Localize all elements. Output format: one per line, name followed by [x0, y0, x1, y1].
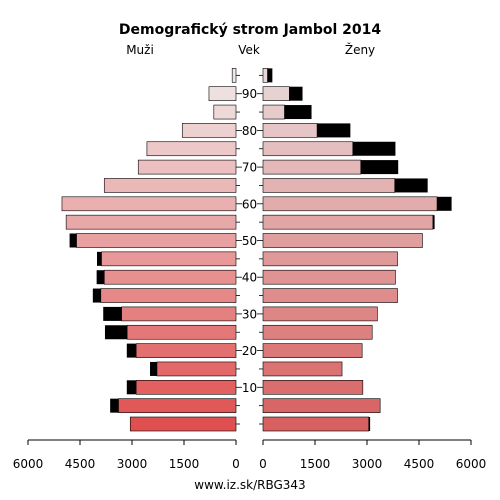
male-excess-bar-30-34 [103, 306, 122, 321]
male-excess-bar-5-9 [110, 398, 119, 413]
right-x-tick-label-6000: 6000 [456, 457, 487, 471]
male-excess-bar-20-24 [126, 343, 137, 358]
left-side-label: Muži [126, 43, 154, 57]
male-bar-30-34 [121, 306, 237, 322]
female-excess-bar-55-59 [432, 215, 435, 230]
female-excess-bar-60-64 [437, 196, 452, 211]
female-excess-bar-undefined [267, 68, 273, 83]
female-bar-65-69 [262, 178, 396, 193]
male-bar-60-64 [61, 196, 237, 212]
female-bar-55-59 [262, 214, 434, 230]
female-excess-bar-85-89 [284, 105, 312, 120]
left-x-tick-label-4500: 4500 [65, 457, 96, 471]
female-excess-bar-75-79 [352, 141, 396, 156]
female-bar-85-89 [262, 104, 285, 120]
male-bar-55-59 [65, 214, 237, 230]
male-bar-80-84 [181, 123, 237, 138]
female-excess-bar-90+ [289, 86, 303, 101]
male-excess-bar-40-44 [96, 270, 105, 285]
female-bar-35-39 [262, 288, 398, 303]
bars-group [61, 68, 452, 432]
male-bar-90+ [208, 86, 237, 101]
age-tick-label-90: 90 [242, 87, 257, 101]
right-x-tick-label-0: 0 [259, 457, 267, 471]
female-bar-0-4 [262, 416, 370, 432]
female-bar-25-29 [262, 324, 373, 340]
female-excess-bar-80-84 [317, 123, 351, 138]
male-bar-undefined [231, 68, 237, 83]
female-bar-80-84 [262, 123, 318, 138]
male-bar-10-14 [135, 379, 237, 395]
female-excess-bar-0-4 [368, 417, 371, 431]
right-x-tick-label-3000: 3000 [352, 457, 383, 471]
female-bar-60-64 [262, 196, 438, 212]
source-label: www.iz.sk/RBG343 [194, 478, 305, 492]
male-excess-bar-50-54 [69, 233, 77, 248]
female-bar-40-44 [262, 269, 396, 285]
female-excess-bar-65-69 [394, 178, 428, 193]
age-tick-label-30: 30 [242, 307, 257, 321]
age-tick-label-40: 40 [242, 271, 257, 285]
left-x-tick-label-3000: 3000 [117, 457, 148, 471]
female-bar-10-14 [262, 379, 364, 395]
female-bar-15-19 [262, 361, 343, 377]
right-side-label: Ženy [345, 42, 375, 57]
age-tick-label-60: 60 [242, 197, 257, 211]
male-excess-bar-45-49 [96, 251, 102, 266]
chart-title: Demografický strom Jambol 2014 [119, 22, 381, 38]
male-bar-5-9 [118, 398, 237, 413]
male-excess-bar-10-14 [126, 380, 137, 395]
left-x-tick-label-1500: 1500 [169, 457, 200, 471]
male-bar-45-49 [101, 251, 237, 267]
male-excess-bar-15-19 [150, 361, 157, 376]
female-bar-undefined [262, 68, 268, 83]
male-bar-70-74 [137, 159, 237, 175]
age-tick-label-10: 10 [242, 381, 257, 395]
axes-group: 6000 4500 3000 1500 0 0 1500 3000 4500 6000 10 20 30… [13, 74, 487, 471]
male-bar-35-39 [100, 288, 237, 303]
male-bar-65-69 [103, 178, 237, 193]
left-x-tick-label-0: 0 [232, 457, 240, 471]
male-excess-bar-25-29 [104, 325, 128, 340]
female-bar-70-74 [262, 159, 362, 175]
female-bar-45-49 [262, 251, 398, 267]
center-axis-label: Vek [238, 43, 260, 57]
male-bar-0-4 [129, 416, 237, 432]
male-bar-40-44 [103, 269, 237, 285]
age-tick-label-70: 70 [242, 161, 257, 175]
male-bar-15-19 [156, 361, 237, 377]
male-bar-25-29 [126, 324, 237, 340]
male-bar-20-24 [135, 343, 237, 358]
female-bar-90+ [262, 86, 290, 101]
female-bar-20-24 [262, 343, 363, 358]
age-tick-label-20: 20 [242, 344, 257, 358]
male-bar-50-54 [76, 233, 237, 248]
male-bar-85-89 [213, 104, 237, 120]
male-bar-75-79 [146, 141, 237, 157]
male-excess-bar-35-39 [92, 288, 101, 303]
age-tick-label-50: 50 [242, 234, 257, 248]
age-tick-label-80: 80 [242, 124, 257, 138]
left-x-tick-label-6000: 6000 [13, 457, 44, 471]
female-bar-30-34 [262, 306, 378, 322]
right-x-tick-label-4500: 4500 [404, 457, 435, 471]
female-bar-75-79 [262, 141, 354, 157]
female-bar-50-54 [262, 233, 423, 248]
right-x-tick-label-1500: 1500 [300, 457, 331, 471]
female-excess-bar-70-74 [360, 160, 399, 175]
female-bar-5-9 [262, 398, 381, 413]
